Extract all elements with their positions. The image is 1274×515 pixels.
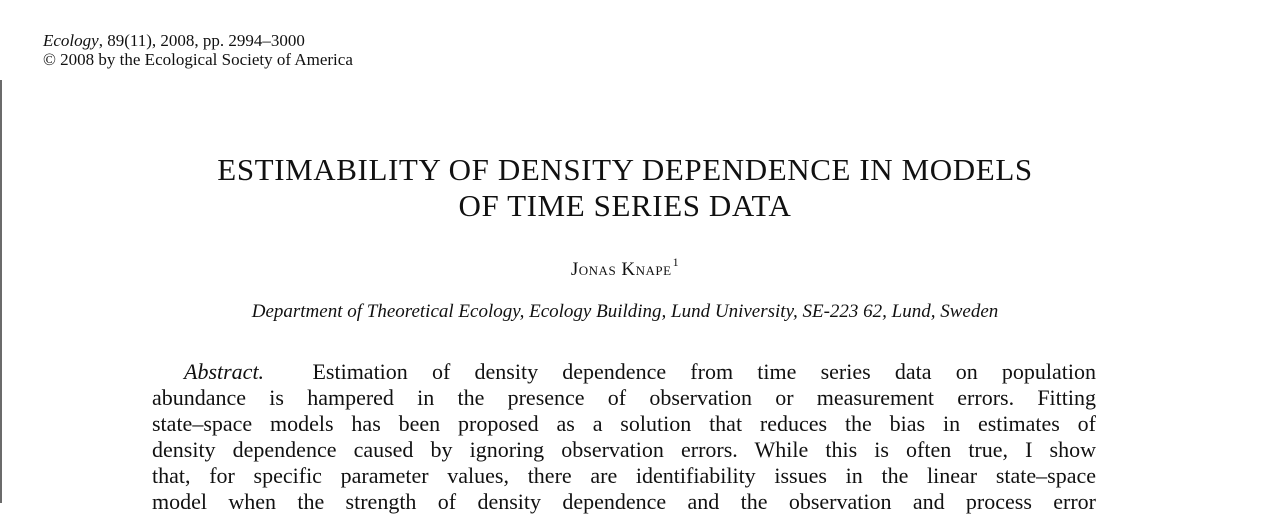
author-affiliation: Department of Theoretical Ecology, Ecolo… — [251, 301, 999, 322]
author-name: Jonas Knape — [570, 259, 672, 280]
abstract-label: Abstract. — [184, 359, 265, 384]
title-line-2: OF TIME SERIES DATA — [458, 188, 792, 223]
abstract-line-1: Abstract. Estimation of density dependen… — [152, 359, 1096, 385]
affiliation-mark: 1 — [672, 255, 680, 269]
abstract-line-6: model when the strength of density depen… — [152, 489, 1096, 514]
abstract-line-3: state–space models has been proposed as … — [152, 411, 1096, 436]
author-line: Jonas Knape1 — [0, 255, 1250, 281]
citation-details: , 89(11), 2008, pp. 2994–3000 — [98, 31, 305, 50]
abstract-line-5: that, for specific parameter values, the… — [152, 463, 1096, 488]
journal-name: Ecology — [43, 31, 99, 50]
copyright-line: © 2008 by the Ecological Society of Amer… — [43, 50, 353, 69]
paper-title: ESTIMABILITY OF DENSITY DEPENDENCE IN MO… — [0, 152, 1250, 224]
abstract: Abstract. Estimation of density dependen… — [152, 359, 1096, 515]
title-line-1: ESTIMABILITY OF DENSITY DEPENDENCE IN MO… — [217, 152, 1033, 187]
journal-header: Ecology, 89(11), 2008, pp. 2994–3000 © 2… — [43, 31, 353, 69]
abstract-line-2: abundance is hampered in the presence of… — [152, 385, 1096, 410]
citation-line: Ecology, 89(11), 2008, pp. 2994–3000 — [43, 31, 353, 50]
abstract-line-4: density dependence caused by ignoring ob… — [152, 437, 1096, 462]
abstract-line-1-text: Estimation of density dependence from ti… — [312, 359, 1096, 384]
left-margin-rule — [0, 80, 2, 503]
